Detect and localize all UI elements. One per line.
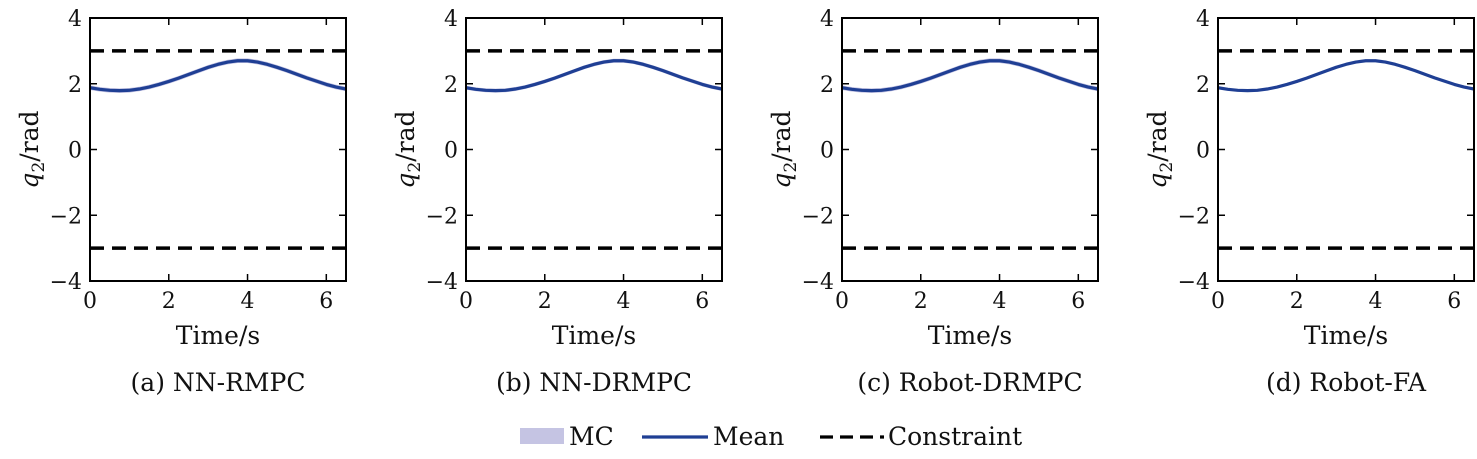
x-tick-label: 4 [617,289,631,314]
y-tick-label: −2 [426,204,458,229]
y-label-sub: 2 [781,162,801,173]
y-tick-label: −4 [802,270,834,295]
subplot-caption: (c) Robot-DRMPC [857,368,1082,397]
mean-line [466,61,722,91]
y-tick-label: −4 [50,270,82,295]
x-tick-label: 6 [695,289,709,314]
legend-label-constraint: Constraint [888,422,1022,451]
y-tick-label: 0 [820,139,834,164]
y-label-unit: /rad [391,110,420,161]
y-label-unit: /rad [767,110,796,161]
y-tick-label: 0 [68,139,82,164]
x-tick-label: 4 [993,289,1007,314]
x-tick-label: 0 [459,289,473,314]
legend-label-mc: MC [569,422,614,451]
y-label-var: q [391,173,420,189]
x-tick-label: 2 [162,289,176,314]
legend-label-mean: Mean [713,422,784,451]
x-tick-label: 4 [1369,289,1383,314]
axes-frame [90,18,346,281]
y-tick-label: 2 [68,73,82,98]
y-tick-label: −2 [50,204,82,229]
x-tick-label: 6 [1071,289,1085,314]
x-axis-label: Time/s [176,321,260,350]
legend-entry-mc: MC [520,422,614,451]
y-tick-label: 0 [1196,139,1210,164]
y-label-unit: /rad [15,110,44,161]
x-tick-label: 2 [1290,289,1304,314]
plot-area [466,51,722,248]
y-tick-label: 2 [444,73,458,98]
plot-area [842,51,1098,248]
y-label-var: q [767,173,796,189]
y-label-sub: 2 [29,162,49,173]
y-tick-label: 4 [444,7,458,32]
y-tick-label: 4 [68,7,82,32]
mean-line [1218,61,1474,91]
x-axis-label: Time/s [928,321,1012,350]
mean-line [842,61,1098,91]
x-tick-label: 0 [83,289,97,314]
axes-frame [466,18,722,281]
x-tick-label: 6 [1447,289,1461,314]
x-tick-label: 4 [241,289,255,314]
y-axis-label: q2/rad [1143,110,1177,188]
subplot-caption: (a) NN-RMPC [131,368,306,397]
x-tick-label: 0 [1211,289,1225,314]
legend-swatch-mc [520,428,564,444]
y-tick-label: −4 [426,270,458,295]
mean-line [90,61,346,91]
axes-frame [842,18,1098,281]
y-tick-label: 4 [1196,7,1210,32]
axes-frame [1218,18,1474,281]
x-tick-label: 2 [914,289,928,314]
subplot-caption: (b) NN-DRMPC [496,368,692,397]
y-label-unit: /rad [1143,110,1172,161]
y-tick-label: −4 [1178,270,1210,295]
y-tick-label: 0 [444,139,458,164]
y-label-sub: 2 [405,162,425,173]
y-tick-label: 2 [1196,73,1210,98]
y-axis-label: q2/rad [15,110,49,188]
y-tick-label: 4 [820,7,834,32]
y-label-var: q [1143,173,1172,189]
y-label-var: q [15,173,44,189]
y-tick-label: −2 [802,204,834,229]
plot-area [90,51,346,248]
y-axis-label: q2/rad [391,110,425,188]
x-tick-label: 0 [835,289,849,314]
y-axis-label: q2/rad [767,110,801,188]
y-tick-label: −2 [1178,204,1210,229]
subplot-caption: (d) Robot-FA [1266,368,1427,397]
legend-entry-constraint: Constraint [820,422,1022,451]
y-tick-label: 2 [820,73,834,98]
plot-area [1218,51,1474,248]
legend: MC Mean Constraint [520,422,1022,451]
x-tick-label: 6 [319,289,333,314]
x-tick-label: 2 [538,289,552,314]
y-label-sub: 2 [1157,162,1177,173]
legend-entry-mean: Mean [642,422,784,451]
x-axis-label: Time/s [1304,321,1388,350]
x-axis-label: Time/s [552,321,636,350]
